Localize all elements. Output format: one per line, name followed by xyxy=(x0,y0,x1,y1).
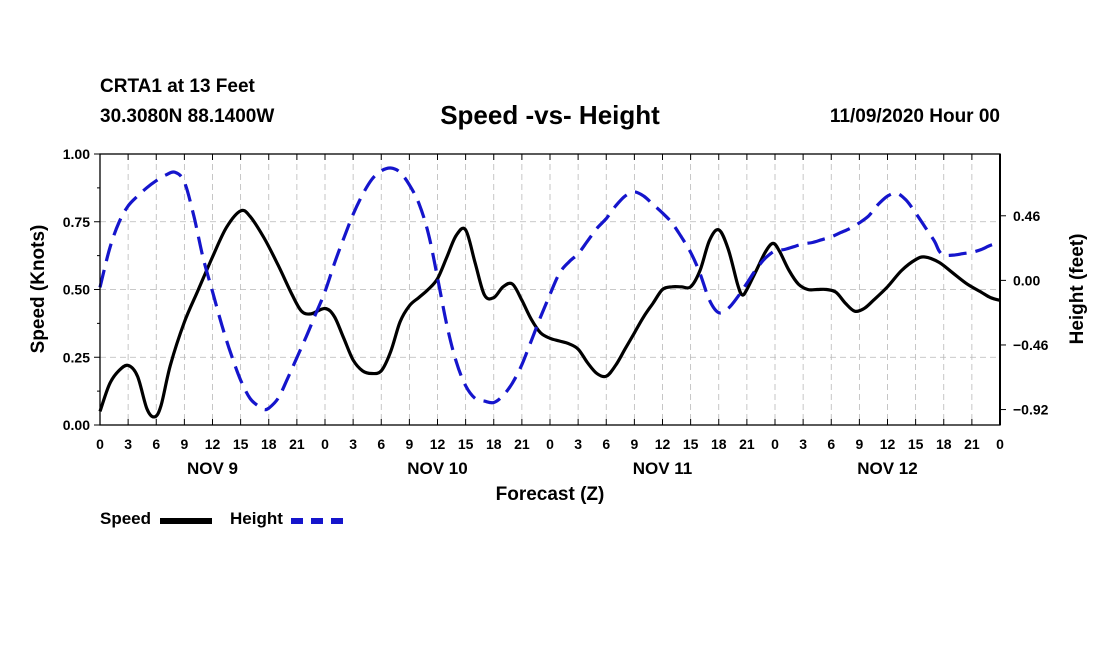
x-tick-label: 21 xyxy=(964,436,980,452)
y-right-tick-label: 0.00 xyxy=(1013,272,1040,288)
coordinates-label: 30.3080N 88.1400W xyxy=(100,106,275,127)
x-day-label: NOV 9 xyxy=(187,459,238,478)
x-day-label: NOV 12 xyxy=(857,459,917,478)
x-tick-label: 12 xyxy=(205,436,221,452)
x-tick-label: 0 xyxy=(546,436,554,452)
legend-height-label: Height xyxy=(230,509,283,528)
x-tick-label: 3 xyxy=(124,436,132,452)
forecast-date-label: 11/09/2020 Hour 00 xyxy=(829,106,1000,127)
x-tick-label: 0 xyxy=(96,436,104,452)
x-tick-label: 12 xyxy=(880,436,896,452)
axes: 0 3 6 9 12 15 18 21 0 3 6 9 12 15 18 21 0 3 6 9 12 15 18 21 0 3 6 9… xyxy=(63,146,1049,478)
x-tick-label: 6 xyxy=(152,436,160,452)
chart-title: Speed -vs- Height xyxy=(440,100,660,130)
x-tick-label: 15 xyxy=(908,436,924,452)
x-axis-title: Forecast (Z) xyxy=(496,484,605,505)
x-day-label: NOV 10 xyxy=(407,459,467,478)
x-tick-label: 21 xyxy=(514,436,530,452)
x-tick-label: 12 xyxy=(430,436,446,452)
y-left-tick-label: 0.25 xyxy=(63,349,90,365)
x-tick-label: 18 xyxy=(711,436,727,452)
x-tick-label: 6 xyxy=(377,436,385,452)
x-tick-label: 21 xyxy=(289,436,305,452)
x-tick-label: 15 xyxy=(233,436,249,452)
x-tick-label: 21 xyxy=(739,436,755,452)
x-tick-label: 3 xyxy=(574,436,582,452)
x-tick-label: 0 xyxy=(321,436,329,452)
x-tick-label: 18 xyxy=(261,436,277,452)
x-tick-label: 6 xyxy=(827,436,835,452)
x-tick-label: 3 xyxy=(349,436,357,452)
x-tick-label: 9 xyxy=(855,436,863,452)
y-left-tick-label: 1.00 xyxy=(63,146,90,162)
y-left-tick-label: 0.00 xyxy=(63,417,90,433)
x-tick-label: 15 xyxy=(458,436,474,452)
x-tick-label: 9 xyxy=(180,436,188,452)
x-tick-label: 18 xyxy=(486,436,502,452)
y-left-tick-label: 0.75 xyxy=(63,214,90,230)
x-tick-label: 0 xyxy=(771,436,779,452)
height-series-line xyxy=(98,166,1001,412)
x-tick-label: 12 xyxy=(655,436,671,452)
y-axis-right-title: Height (feet) xyxy=(1067,234,1088,345)
y-right-tick-label: −0.92 xyxy=(1013,402,1049,418)
y-right-tick-label: −0.46 xyxy=(1013,337,1049,353)
x-day-label: NOV 11 xyxy=(633,459,693,478)
y-left-tick-label: 0.50 xyxy=(63,282,90,298)
x-tick-label: 9 xyxy=(630,436,638,452)
station-label: CRTA1 at 13 Feet xyxy=(100,76,255,97)
speed-series-line xyxy=(98,208,1001,419)
x-tick-label: 18 xyxy=(936,436,952,452)
series-lines xyxy=(98,166,1001,419)
legend-height-swatch xyxy=(291,518,343,524)
legend-speed-label: Speed xyxy=(100,509,152,528)
y-axis-left-title: Speed (Knots) xyxy=(28,225,49,354)
x-tick-label: 15 xyxy=(683,436,699,452)
x-tick-label: 3 xyxy=(799,436,807,452)
x-tick-label: 6 xyxy=(602,436,610,452)
x-tick-label: 0 xyxy=(996,436,1004,452)
legend-speed-swatch xyxy=(160,518,212,524)
x-tick-label: 9 xyxy=(405,436,413,452)
y-right-tick-label: 0.46 xyxy=(1013,208,1040,224)
grid-lines xyxy=(100,154,1000,425)
